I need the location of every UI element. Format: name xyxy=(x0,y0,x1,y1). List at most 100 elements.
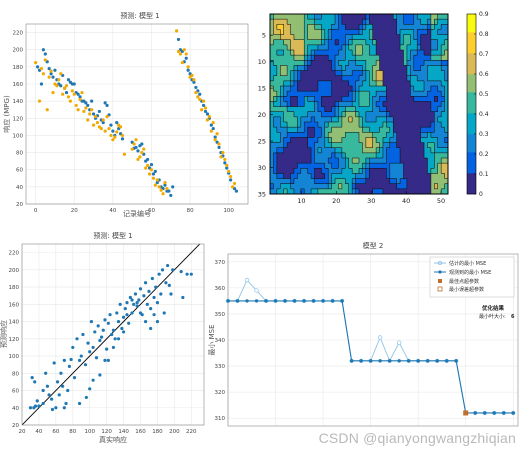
heatmap-cell xyxy=(379,29,384,35)
heatmap-cell xyxy=(413,24,418,30)
chart1-point-orange xyxy=(59,72,63,76)
chart1-point-blue xyxy=(225,166,229,170)
heatmap-cell xyxy=(410,158,415,164)
heatmap-cell xyxy=(359,111,363,118)
heatmap-cell xyxy=(276,55,281,61)
heatmap-cell xyxy=(321,142,326,149)
chart4-point-observed xyxy=(387,359,392,363)
heatmap-cell xyxy=(276,178,281,185)
heatmap-cell xyxy=(434,91,439,97)
heatmap-cell xyxy=(345,39,350,46)
heatmap-cell xyxy=(331,173,336,179)
colorbar-segment xyxy=(467,179,476,183)
heatmap-cell xyxy=(406,111,411,118)
heatmap-cell xyxy=(430,65,435,71)
heatmap-cell xyxy=(382,122,387,128)
heatmap-cell xyxy=(369,173,374,179)
heatmap-cell xyxy=(410,142,415,149)
heatmap-cell xyxy=(382,96,387,102)
heatmap-cell xyxy=(328,137,333,143)
heatmap-cell xyxy=(270,142,274,149)
heatmap-cell xyxy=(406,142,411,149)
heatmap-cell xyxy=(341,188,346,194)
heatmap-cell xyxy=(444,29,448,35)
chart3-point xyxy=(116,337,121,341)
heatmap-cell xyxy=(345,29,350,35)
heatmap-cell xyxy=(273,142,278,149)
heatmap-cell xyxy=(400,132,404,138)
heatmap-cell xyxy=(413,29,418,35)
heatmap-cell xyxy=(406,188,411,194)
heatmap-cell xyxy=(372,168,377,174)
heatmap-cell xyxy=(355,106,360,113)
chart3-point xyxy=(55,380,60,384)
chart3-point xyxy=(33,380,37,384)
heatmap-cell xyxy=(311,152,315,159)
heatmap-cell xyxy=(317,122,322,128)
chart1-point-orange xyxy=(68,99,72,103)
heatmap-cell xyxy=(348,96,353,102)
heatmap-cell xyxy=(417,127,422,133)
heatmap-cell xyxy=(307,24,312,30)
heatmap-cell xyxy=(297,101,302,107)
heatmap-cell xyxy=(406,173,411,179)
heatmap-cell xyxy=(400,173,404,179)
heatmap-cell xyxy=(355,60,360,66)
heatmap-cell xyxy=(276,168,281,174)
heatmap-cell xyxy=(335,80,339,87)
heatmap-cell xyxy=(287,50,291,56)
heatmap-cell xyxy=(307,111,312,118)
heatmap-cell xyxy=(335,116,339,123)
heatmap-cell xyxy=(444,132,448,138)
heatmap-cell xyxy=(369,137,374,143)
heatmap-cell xyxy=(307,142,312,149)
colorbar-segment xyxy=(467,71,476,75)
heatmap-cell xyxy=(417,152,422,159)
heatmap-cell xyxy=(403,137,408,143)
heatmap-cell xyxy=(311,101,315,107)
heatmap-cell xyxy=(338,188,343,194)
heatmap-cell xyxy=(424,142,428,149)
heatmap-xtick-label: 50 xyxy=(437,197,445,205)
heatmap-cell xyxy=(270,101,274,107)
heatmap-cell xyxy=(393,86,398,92)
heatmap-cell xyxy=(328,70,333,77)
heatmap-cell xyxy=(331,111,336,118)
heatmap-cell xyxy=(413,158,418,164)
heatmap-cell xyxy=(311,24,315,30)
heatmap-cell xyxy=(365,44,370,51)
heatmap-cell xyxy=(382,44,387,51)
chart3-point xyxy=(83,363,88,367)
chart3-point xyxy=(149,307,153,311)
chart1-point-blue xyxy=(51,75,55,79)
heatmap-cell xyxy=(311,106,315,113)
heatmap-cell xyxy=(393,127,398,133)
heatmap-cell xyxy=(413,39,418,46)
heatmap-cell xyxy=(430,24,435,30)
chart1-plot-area xyxy=(25,23,249,205)
chart4-point-observed xyxy=(330,299,335,303)
heatmap-cell xyxy=(441,122,445,128)
heatmap-cell xyxy=(317,19,322,25)
opt-result-label: 最小叶大小: xyxy=(479,313,506,320)
heatmap-cell xyxy=(365,101,370,107)
heatmap-cell xyxy=(376,70,380,77)
chart3-point xyxy=(50,407,55,412)
heatmap-cell xyxy=(345,106,350,113)
heatmap-cell xyxy=(304,147,309,154)
heatmap-cell xyxy=(276,75,281,82)
heatmap-cell xyxy=(293,70,298,77)
heatmap-cell xyxy=(376,178,380,185)
heatmap-cell xyxy=(331,163,336,169)
heatmap-cell xyxy=(317,80,322,87)
heatmap-cell xyxy=(311,29,315,35)
heatmap-cell xyxy=(307,60,312,66)
heatmap-cell xyxy=(424,14,428,20)
chart-pred-vs-true: 预测: 模型 1 20 40 60 80 100 120 140 160 180 200 22020… xyxy=(0,231,205,444)
chart1-point-orange xyxy=(122,152,127,156)
heatmap-cell xyxy=(352,39,356,46)
heatmap-cell xyxy=(369,39,374,46)
heatmap-cell xyxy=(276,183,281,190)
heatmap-cell xyxy=(359,96,363,102)
heatmap-cell xyxy=(338,173,343,179)
